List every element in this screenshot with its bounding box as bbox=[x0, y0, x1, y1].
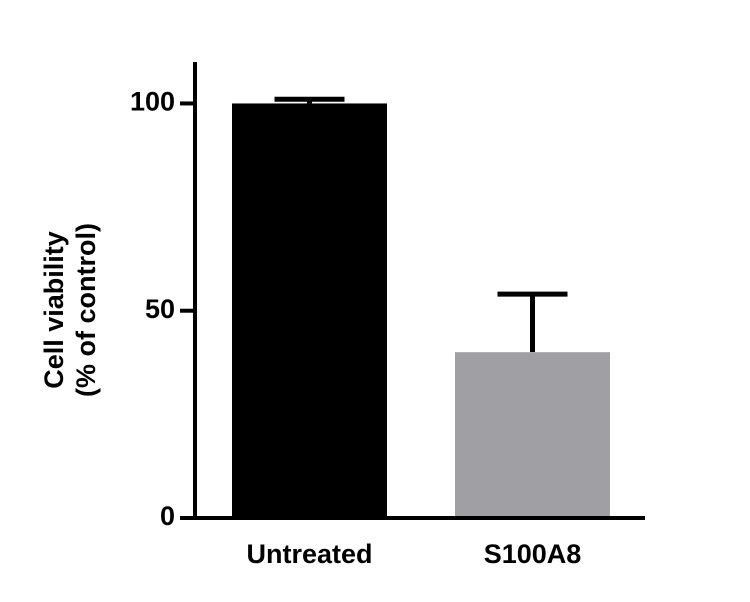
x-tick-label: S100A8 bbox=[484, 539, 582, 569]
y-axis-title-line: Cell viability bbox=[39, 231, 69, 389]
bar bbox=[455, 352, 610, 518]
y-axis-title-line: (% of control) bbox=[71, 223, 101, 397]
y-tick-label: 100 bbox=[130, 87, 175, 117]
y-tick-label: 50 bbox=[145, 294, 175, 324]
y-tick-label: 0 bbox=[160, 501, 175, 531]
bar bbox=[232, 103, 387, 519]
y-axis-title: Cell viability (% of control) bbox=[39, 223, 101, 397]
x-tick-label: Untreated bbox=[246, 539, 372, 569]
